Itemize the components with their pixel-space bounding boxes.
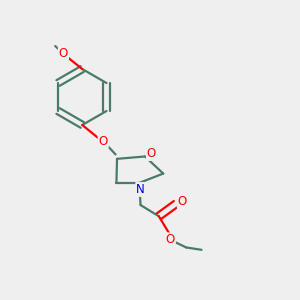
Text: O: O (59, 47, 68, 60)
Text: O: O (99, 135, 108, 148)
Text: N: N (136, 183, 145, 196)
Text: O: O (178, 195, 187, 208)
Text: O: O (166, 233, 175, 246)
Text: O: O (147, 147, 156, 160)
